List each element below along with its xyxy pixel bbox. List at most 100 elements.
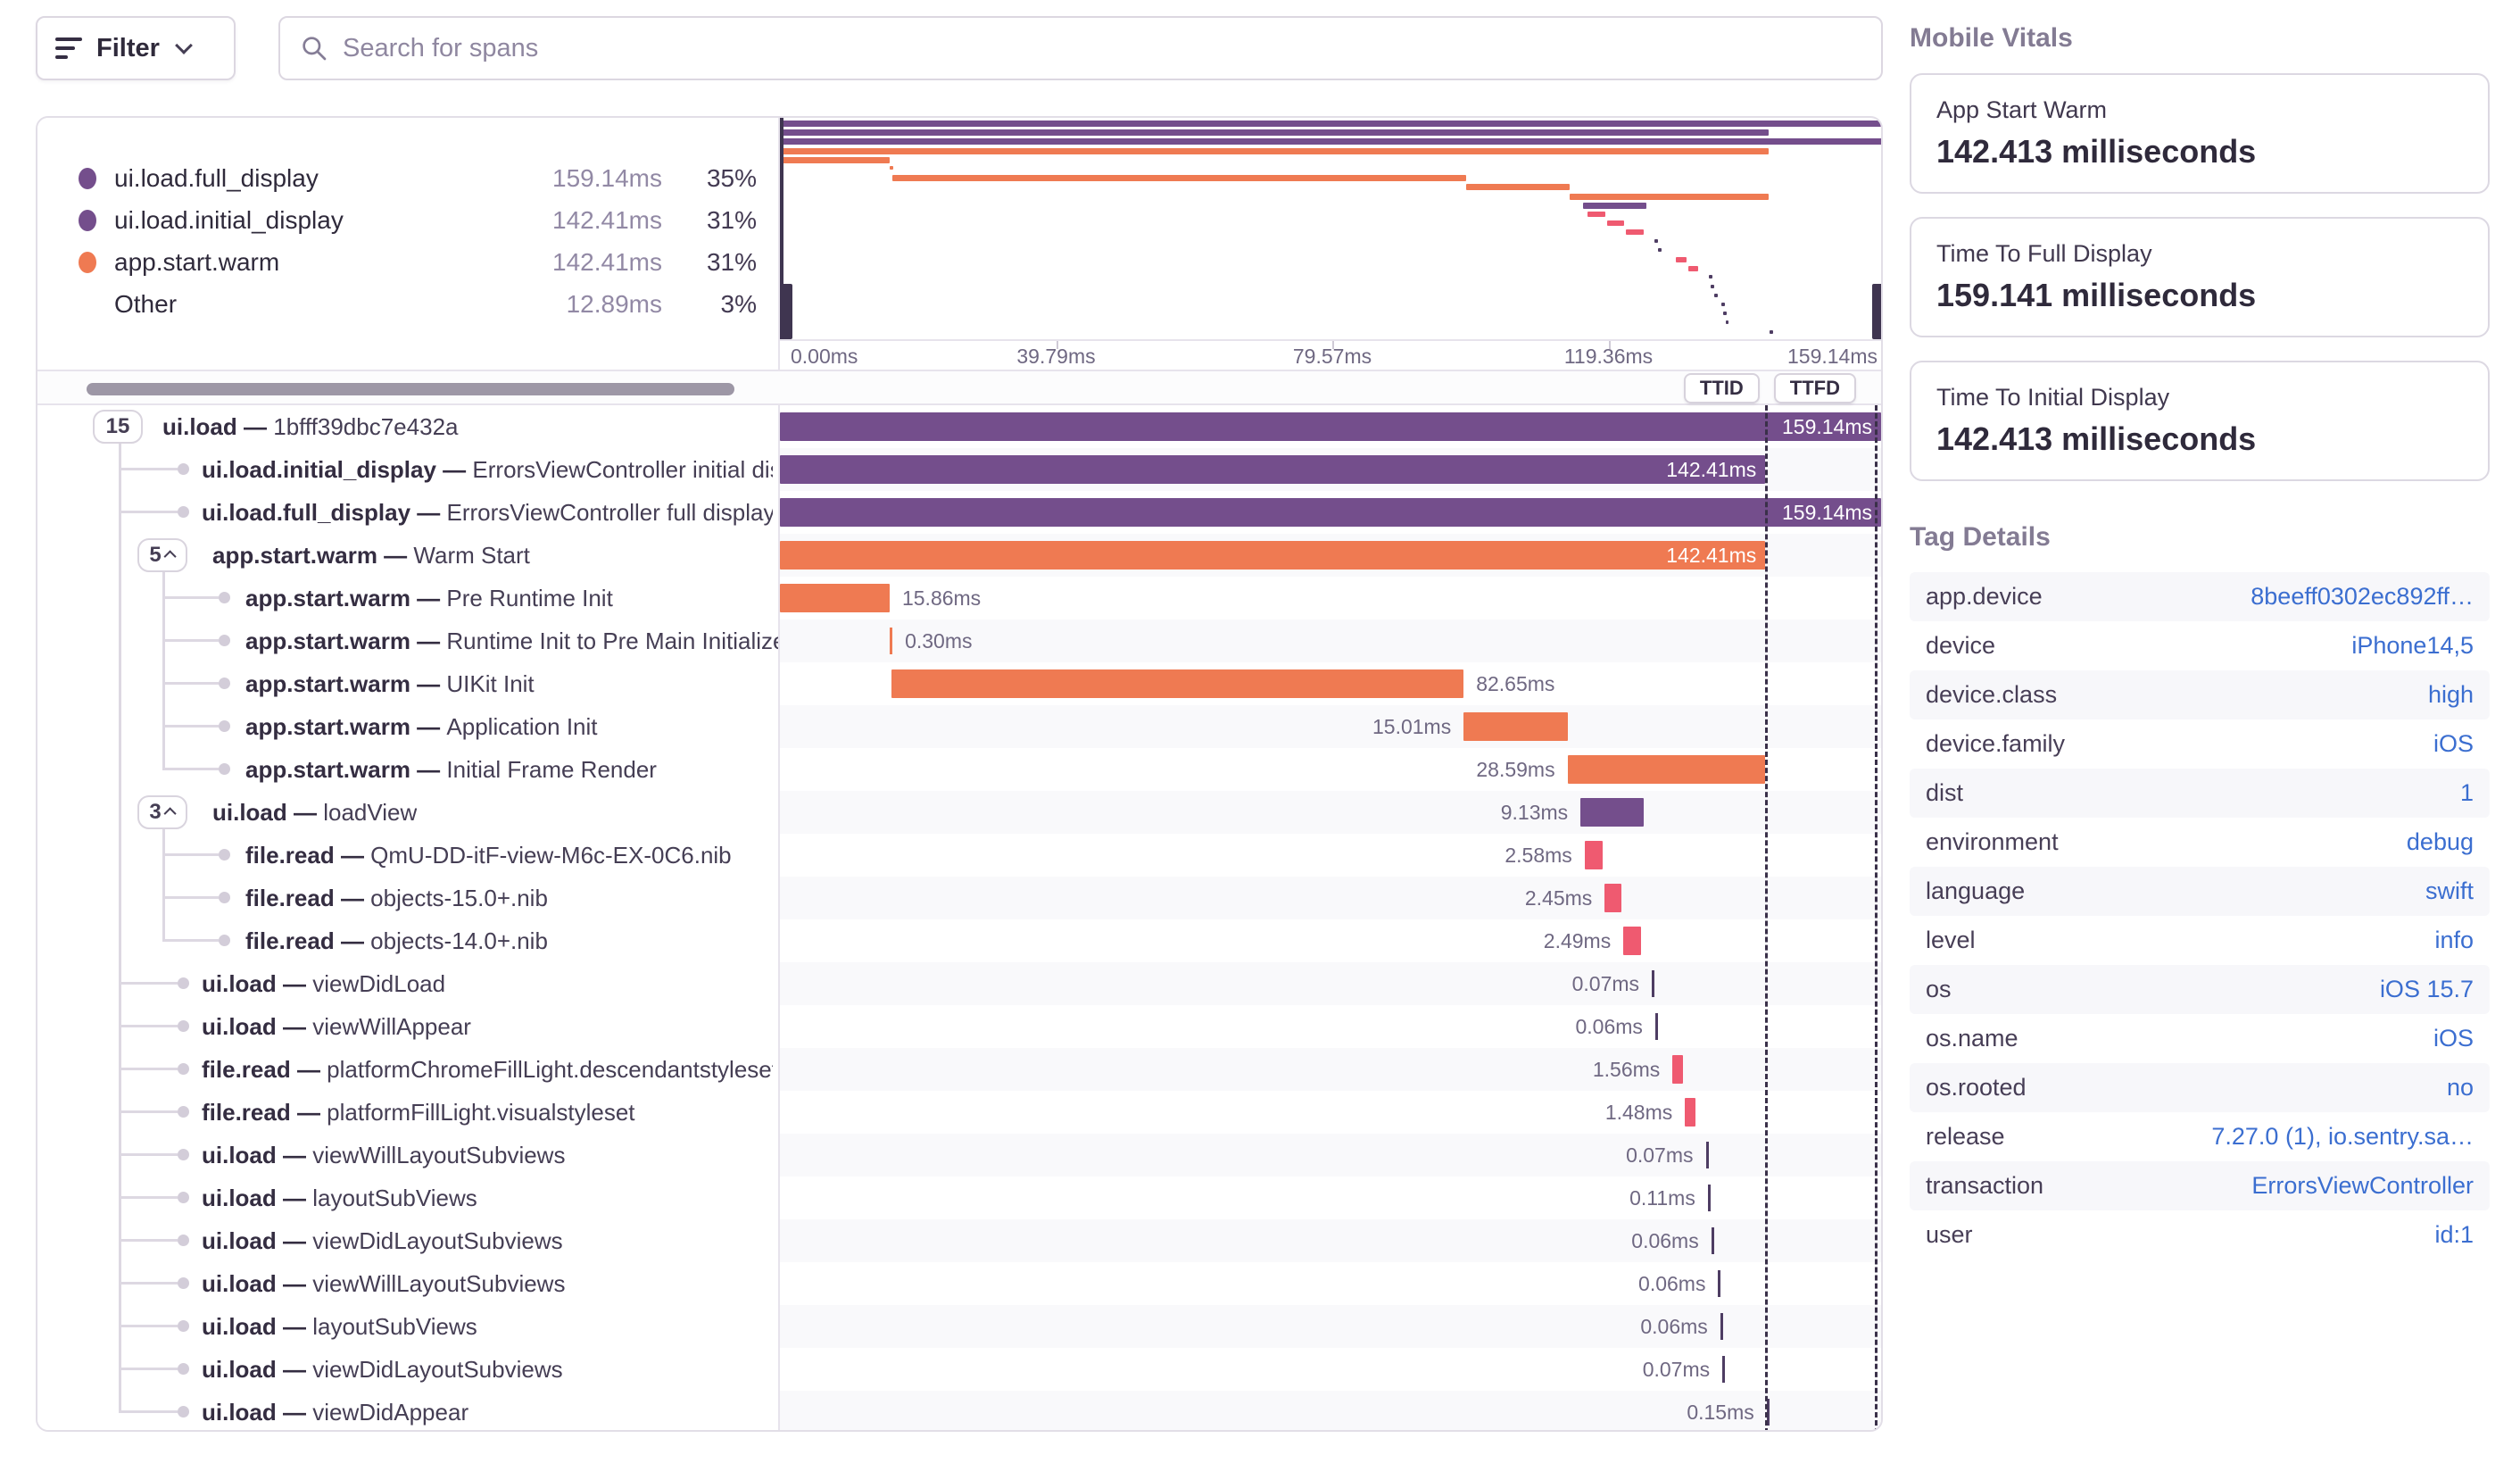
span-label[interactable]: file.read — objects-15.0+.nib xyxy=(245,877,548,919)
span-duration-bar[interactable] xyxy=(1584,841,1603,869)
span-duration-bar[interactable] xyxy=(780,584,890,612)
span-duration-bar[interactable] xyxy=(1580,798,1644,827)
tag-value-link[interactable]: high xyxy=(2427,681,2474,708)
minimap-left-grip[interactable] xyxy=(780,284,792,339)
span-tree-cell[interactable]: 5 app.start.warm — Warm Start xyxy=(37,534,778,577)
tag-value-link[interactable]: 8beeff0302ec892ff… xyxy=(2251,583,2474,610)
span-tree-cell[interactable]: file.read — QmU-DD-itF-view-M6c-EX-0C6.n… xyxy=(37,834,778,877)
span-duration-bar[interactable]: 159.14ms xyxy=(780,412,1881,441)
span-duration-tick[interactable] xyxy=(1707,1185,1711,1211)
tag-value-link[interactable]: info xyxy=(2434,927,2474,953)
span-label[interactable]: app.start.warm — Initial Frame Render xyxy=(245,748,657,791)
span-duration-tick[interactable] xyxy=(889,628,892,654)
span-label[interactable]: file.read — QmU-DD-itF-view-M6c-EX-0C6.n… xyxy=(245,834,732,877)
span-label[interactable]: ui.load — layoutSubViews xyxy=(202,1305,477,1348)
span-label[interactable]: app.start.warm — Warm Start xyxy=(212,534,530,577)
span-label[interactable]: ui.load — viewWillLayoutSubviews xyxy=(202,1262,565,1305)
tag-value-link[interactable]: 7.27.0 (1), io.sentry.sa… xyxy=(2211,1123,2474,1150)
span-tree-cell[interactable]: 3 ui.load — loadView xyxy=(37,791,778,834)
span-duration-tick[interactable] xyxy=(1718,1270,1721,1297)
trace-minimap[interactable] xyxy=(778,118,1883,339)
tag-value-link[interactable]: 1 xyxy=(2459,779,2474,806)
span-tree-cell[interactable]: ui.load.initial_display — ErrorsViewCont… xyxy=(37,448,778,491)
span-tree-cell[interactable]: app.start.warm — Runtime Init to Pre Mai… xyxy=(37,619,805,662)
span-children-count-pill[interactable]: 3 xyxy=(137,795,187,829)
span-tree-cell[interactable]: app.start.warm — Pre Runtime Init xyxy=(37,577,778,619)
filter-button[interactable]: Filter xyxy=(36,16,236,80)
minimap-right-handle[interactable] xyxy=(1881,118,1883,339)
span-duration-bar[interactable] xyxy=(1672,1055,1684,1084)
span-label[interactable]: ui.load — viewDidLoad xyxy=(202,962,445,1005)
span-label[interactable]: ui.load — loadView xyxy=(212,791,417,834)
span-label[interactable]: ui.load — 1bfff39dbc7e432a xyxy=(162,405,459,448)
tag-value-link[interactable]: iPhone14,5 xyxy=(2351,632,2474,659)
span-duration-bar[interactable]: 142.41ms xyxy=(780,455,1766,484)
span-tree-cell[interactable]: ui.load — viewDidAppear xyxy=(37,1391,778,1430)
span-label[interactable]: ui.load.initial_display — ErrorsViewCont… xyxy=(202,448,773,491)
tag-value-link[interactable]: iOS 15.7 xyxy=(2379,976,2474,1002)
span-tree-cell[interactable]: app.start.warm — UIKit Init xyxy=(37,662,778,705)
ttid-button[interactable]: TTID xyxy=(1683,373,1760,403)
span-label[interactable]: ui.load.full_display — ErrorsViewControl… xyxy=(202,491,773,534)
search-input[interactable] xyxy=(343,33,1861,63)
span-duration-bar[interactable] xyxy=(1623,927,1641,955)
span-duration-bar[interactable] xyxy=(1567,755,1766,784)
tag-value-link[interactable]: no xyxy=(2446,1074,2474,1101)
ttfd-button[interactable]: TTFD xyxy=(1773,373,1856,403)
span-label[interactable]: app.start.warm — Application Init xyxy=(245,705,598,748)
span-children-count-pill[interactable]: 15 xyxy=(93,410,143,444)
span-duration-tick[interactable] xyxy=(1654,1013,1658,1040)
span-label[interactable]: ui.load — viewDidLayoutSubviews xyxy=(202,1219,563,1262)
span-label[interactable]: app.start.warm — UIKit Init xyxy=(245,662,535,705)
span-label[interactable]: ui.load — viewWillAppear xyxy=(202,1005,471,1048)
span-tree-cell[interactable]: ui.load — viewDidLayoutSubviews xyxy=(37,1348,778,1391)
tag-value-link[interactable]: ErrorsViewController xyxy=(2251,1172,2474,1199)
span-label[interactable]: ui.load — viewDidAppear xyxy=(202,1391,468,1430)
tag-value-link[interactable]: iOS xyxy=(2433,730,2474,757)
span-label[interactable]: file.read — platformChromeFillLight.desc… xyxy=(202,1048,773,1091)
span-duration-bar[interactable]: 159.14ms xyxy=(780,498,1881,527)
span-duration-tick[interactable] xyxy=(1720,1313,1723,1340)
span-duration-tick[interactable] xyxy=(1711,1227,1714,1254)
horizontal-scrollbar[interactable] xyxy=(87,383,734,395)
tag-value-link[interactable]: iOS xyxy=(2433,1025,2474,1052)
tag-value-link[interactable]: swift xyxy=(2425,877,2474,904)
span-tree-cell[interactable]: app.start.warm — Application Init xyxy=(37,705,778,748)
span-duration-bar[interactable] xyxy=(1685,1098,1695,1127)
tag-value-link[interactable]: debug xyxy=(2406,828,2474,855)
span-tree-cell[interactable]: 15 ui.load — 1bfff39dbc7e432a xyxy=(37,405,778,448)
span-duration-tick[interactable] xyxy=(1652,970,1655,997)
span-tree-cell[interactable]: ui.load — viewDidLoad xyxy=(37,962,778,1005)
span-tree-cell[interactable]: ui.load — viewWillAppear xyxy=(37,1005,778,1048)
span-label[interactable]: ui.load — viewDidLayoutSubviews xyxy=(202,1348,563,1391)
span-tree-cell[interactable]: ui.load — layoutSubViews xyxy=(37,1177,778,1219)
span-tree-cell[interactable]: file.read — platformChromeFillLight.desc… xyxy=(37,1048,778,1091)
span-tree-cell[interactable]: ui.load — viewWillLayoutSubviews xyxy=(37,1134,778,1177)
tag-value-link[interactable]: id:1 xyxy=(2434,1221,2474,1248)
span-duration-tick[interactable] xyxy=(1722,1356,1726,1383)
span-label[interactable]: app.start.warm — Pre Runtime Init xyxy=(245,577,613,619)
span-tree-cell[interactable]: ui.load — layoutSubViews xyxy=(37,1305,778,1348)
span-duration-tick[interactable] xyxy=(1705,1142,1709,1168)
span-duration-bar[interactable] xyxy=(1604,884,1622,912)
span-label[interactable]: file.read — objects-14.0+.nib xyxy=(245,919,548,962)
search-box[interactable] xyxy=(278,16,1883,80)
span-duration-tick[interactable] xyxy=(1766,1399,1770,1426)
span-tree-cell[interactable]: file.read — objects-14.0+.nib xyxy=(37,919,778,962)
span-label[interactable]: app.start.warm — Runtime Init to Pre Mai… xyxy=(245,619,805,662)
span-tree-cell[interactable]: file.read — platformFillLight.visualstyl… xyxy=(37,1091,778,1134)
span-tree-cell[interactable]: ui.load — viewWillLayoutSubviews xyxy=(37,1262,778,1305)
span-label[interactable]: file.read — platformFillLight.visualstyl… xyxy=(202,1091,635,1134)
span-tree-cell[interactable]: app.start.warm — Initial Frame Render xyxy=(37,748,778,791)
span-duration-bar[interactable] xyxy=(1463,712,1568,741)
span-duration-bar[interactable] xyxy=(891,669,1464,698)
span-tree-cell[interactable]: file.read — objects-15.0+.nib xyxy=(37,877,778,919)
span-tree-cell[interactable]: ui.load.full_display — ErrorsViewControl… xyxy=(37,491,778,534)
span-tree-cell[interactable]: ui.load — viewDidLayoutSubviews xyxy=(37,1219,778,1262)
span-children-count-pill[interactable]: 5 xyxy=(137,538,187,572)
span-label[interactable]: ui.load — layoutSubViews xyxy=(202,1177,477,1219)
span-duration-bar[interactable]: 142.41ms xyxy=(780,541,1766,570)
minimap-left-handle[interactable] xyxy=(780,118,783,339)
minimap-right-grip[interactable] xyxy=(1872,284,1881,339)
span-label[interactable]: ui.load — viewWillLayoutSubviews xyxy=(202,1134,565,1177)
